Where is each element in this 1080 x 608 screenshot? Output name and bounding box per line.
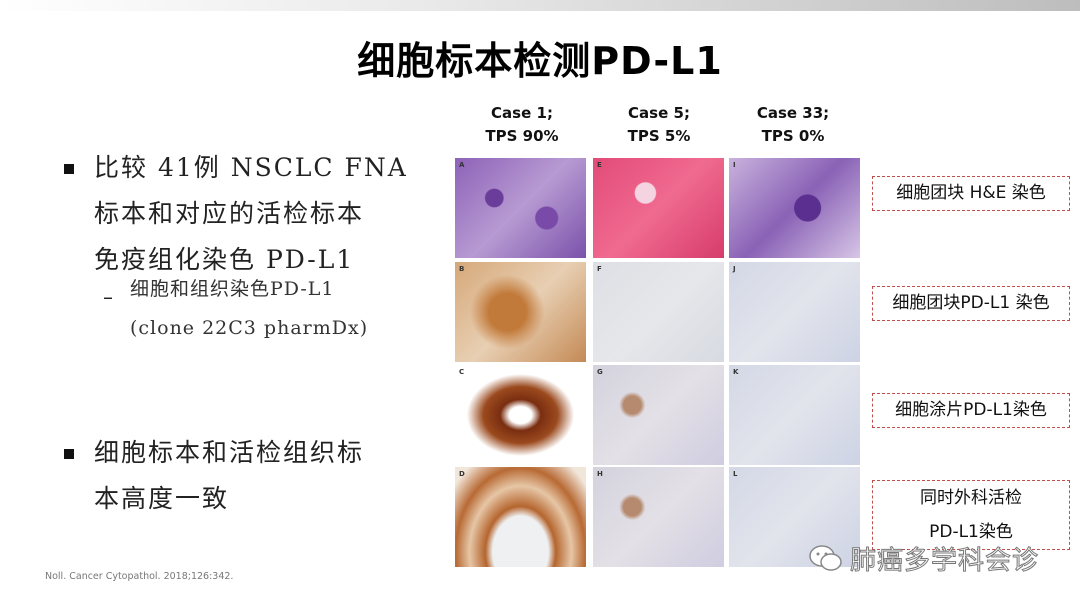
panel-letter: I: [733, 161, 736, 169]
panel-letter: E: [597, 161, 602, 169]
tps-label: TPS 0%: [761, 127, 825, 145]
micrograph-panel-e: E: [593, 158, 724, 258]
bullet-text-1: 比较 41例 NSCLC FNA 标本和对应的活检标本 免疫组化染色 PD-L1: [94, 153, 408, 274]
panel-letter: H: [597, 470, 603, 478]
panel-letter: D: [459, 470, 465, 478]
micrograph-panel-g: G: [593, 365, 724, 465]
panel-letter: G: [597, 368, 603, 376]
panel-letter: J: [733, 265, 736, 273]
panel-letter: K: [733, 368, 739, 376]
bullet-icon: [64, 449, 74, 459]
case-label: Case 1;: [491, 104, 553, 122]
micrograph-panel-d: D: [455, 467, 586, 567]
panel-letter: A: [459, 161, 465, 169]
micrograph-panel-f: F: [593, 262, 724, 362]
micrograph-panel-c: C: [455, 365, 586, 465]
row-label-cellblock-pdl1: 细胞团块PD-L1 染色: [872, 286, 1070, 321]
micrograph-panel-h: H: [593, 467, 724, 567]
case-label: Case 33;: [756, 104, 830, 122]
micrograph-panel-k: K: [729, 365, 860, 465]
panel-letter: F: [597, 265, 602, 273]
column-header-case33: Case 33; TPS 0%: [728, 102, 858, 148]
column-header-case5: Case 5; TPS 5%: [594, 102, 724, 148]
micrograph-panel-j: J: [729, 262, 860, 362]
sub-bullet-dash: –: [103, 285, 113, 309]
row-label-line: 同时外科活检: [920, 488, 1022, 508]
sub-bullet-text: 细胞和组织染色PD-L1 (clone 22C3 pharmDx): [130, 278, 369, 339]
micrograph-panel-a: A: [455, 158, 586, 258]
case-label: Case 5;: [628, 104, 690, 122]
row-label-he: 细胞团块 H&E 染色: [872, 176, 1070, 211]
top-decorative-bar: [0, 0, 1080, 11]
tps-label: TPS 90%: [485, 127, 559, 145]
micrograph-panel-b: B: [455, 262, 586, 362]
bullet-icon: [64, 164, 74, 174]
bullet-text-2: 细胞标本和活检组织标 本高度一致: [94, 438, 365, 513]
panel-letter: C: [459, 368, 465, 376]
citation: Noll. Cancer Cytopathol. 2018;126:342.: [45, 571, 234, 582]
tps-label: TPS 5%: [627, 127, 691, 145]
watermark-text: 肺癌多学科会诊: [849, 546, 1040, 577]
row-label-line: PD-L1染色: [929, 522, 1013, 542]
slide-title: 细胞标本检测PD-L1: [357, 39, 723, 83]
panel-letter: B: [459, 265, 465, 273]
micrograph-panel-l: L: [729, 467, 860, 567]
wechat-icon: [809, 545, 842, 571]
row-label-smear-pdl1: 细胞涂片PD-L1染色: [872, 393, 1070, 428]
row-label-biopsy: 同时外科活检 PD-L1染色: [872, 480, 1070, 550]
micrograph-panel-i: I: [729, 158, 860, 258]
column-header-case1: Case 1; TPS 90%: [457, 102, 587, 148]
panel-letter: L: [733, 470, 738, 478]
